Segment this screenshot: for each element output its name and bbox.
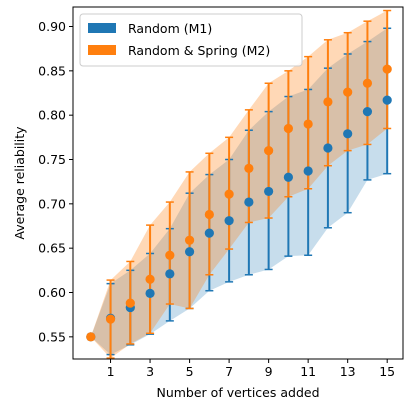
y-tick-label: 0.60 — [38, 285, 66, 300]
x-tick-label: 5 — [186, 364, 194, 379]
point-m1-6 — [204, 228, 214, 238]
point-m1-4 — [165, 269, 175, 279]
point-m2-9 — [264, 146, 274, 156]
point-m1-5 — [184, 247, 195, 257]
point-m2-1 — [105, 314, 116, 324]
point-m1-11 — [303, 166, 313, 176]
point-m2-10 — [283, 123, 293, 134]
legend: Random (M1) Random & Spring (M2) — [79, 13, 303, 67]
y-tick-label: 0.85 — [38, 63, 66, 78]
legend-swatch-m1 — [88, 23, 116, 33]
point-m1-3 — [145, 288, 155, 298]
y-axis-ticks: 0.55 0.60 0.65 0.70 0.75 0.80 0.85 0.90 — [38, 19, 73, 344]
point-m1-14 — [362, 107, 373, 117]
point-m2-6 — [204, 209, 214, 220]
x-tick-label: 1 — [107, 364, 115, 379]
plot-frame — [72, 6, 404, 360]
y-tick-label: 0.65 — [38, 241, 66, 256]
point-m1-15 — [382, 95, 392, 105]
x-tick-label: 15 — [379, 364, 395, 379]
point-m2-8 — [244, 163, 254, 173]
legend-label-m1: Random (M1) — [128, 21, 212, 36]
point-m1-7 — [224, 216, 234, 226]
x-axis-ticks: 1 3 5 7 9 11 13 15 — [107, 359, 395, 379]
point-m2-14 — [362, 78, 373, 88]
point-m2-2 — [125, 298, 135, 308]
legend-swatch-m2 — [88, 45, 116, 55]
x-axis-label: Number of vertices added — [156, 385, 319, 400]
legend-box — [79, 13, 303, 67]
point-m1-12 — [323, 143, 333, 153]
x-tick-label: 11 — [300, 364, 316, 379]
point-m1-9 — [264, 186, 274, 197]
x-tick-label: 13 — [340, 364, 356, 379]
data-points — [86, 64, 392, 342]
y-tick-label: 0.90 — [38, 19, 66, 34]
point-m2-15 — [382, 64, 392, 74]
y-tick-label: 0.70 — [38, 196, 66, 211]
point-m2-5 — [184, 235, 195, 245]
point-m2-11 — [303, 119, 313, 129]
x-tick-label: 7 — [225, 364, 233, 379]
point-m2-4 — [165, 250, 175, 260]
point-m1-13 — [343, 129, 353, 139]
y-axis-label: Average reliability — [12, 126, 27, 240]
point-m2-0 — [86, 332, 96, 342]
confidence-bands — [90, 10, 388, 359]
band-m1 — [90, 28, 388, 355]
x-tick-label: 9 — [265, 364, 273, 379]
point-m2-12 — [323, 97, 333, 107]
point-m2-3 — [145, 274, 155, 284]
point-m2-7 — [224, 189, 234, 199]
x-tick-label: 3 — [146, 364, 154, 379]
legend-label-m2: Random & Spring (M2) — [128, 43, 270, 58]
point-m2-13 — [343, 87, 353, 97]
point-m1-8 — [244, 197, 254, 207]
point-m1-10 — [283, 172, 293, 182]
band-m2 — [90, 10, 388, 359]
y-tick-label: 0.75 — [38, 152, 66, 167]
y-tick-label: 0.80 — [38, 108, 66, 123]
y-tick-label: 0.55 — [38, 329, 66, 344]
